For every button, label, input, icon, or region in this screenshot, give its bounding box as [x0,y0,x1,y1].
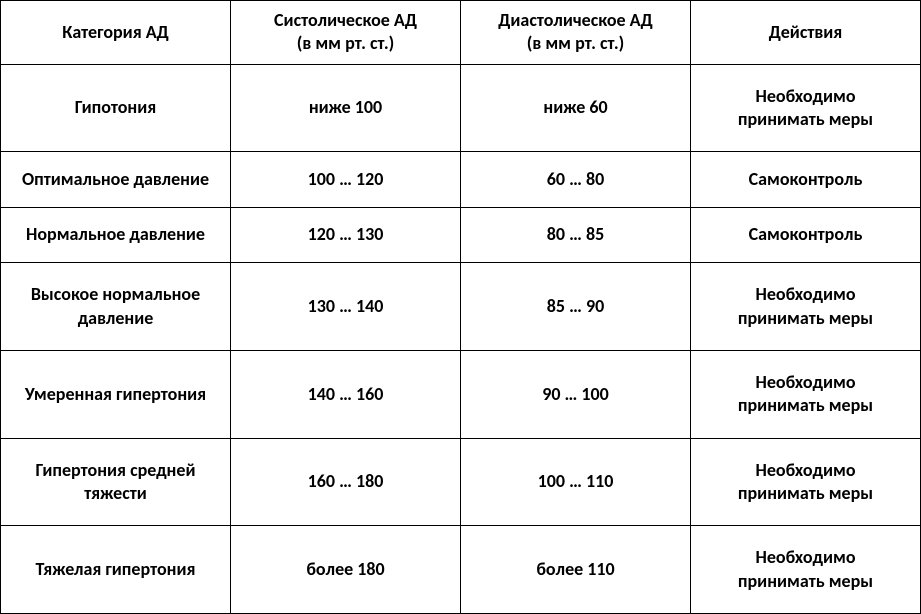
cell-systolic: 120 … 130 [231,207,461,263]
cell-action: Самоконтроль [691,152,921,208]
table-header-row: Категория АД Систолическое АД (в мм рт. … [1,1,921,65]
cell-category: Гипертония средней тяжести [1,438,231,526]
cell-diastolic: 90 … 100 [461,351,691,439]
cell-diastolic: 100 … 110 [461,438,691,526]
col-header-systolic: Систолическое АД (в мм рт. ст.) [231,1,461,65]
cell-action: Необходимо принимать меры [691,438,921,526]
cell-action: Самоконтроль [691,207,921,263]
table-row: Гипертония средней тяжести 160 … 180 100… [1,438,921,526]
table-row: Нормальное давление 120 … 130 80 … 85 Са… [1,207,921,263]
col-header-diastolic: Диастолическое АД (в мм рт. ст.) [461,1,691,65]
cell-systolic: 160 … 180 [231,438,461,526]
cell-systolic: 140 … 160 [231,351,461,439]
cell-action: Необходимо принимать меры [691,526,921,614]
cell-systolic: 130 … 140 [231,263,461,351]
cell-action: Необходимо принимать меры [691,64,921,152]
table-row: Высокое нормальное давление 130 … 140 85… [1,263,921,351]
cell-systolic: ниже 100 [231,64,461,152]
table-row: Гипотония ниже 100 ниже 60 Необходимо пр… [1,64,921,152]
cell-category: Гипотония [1,64,231,152]
cell-diastolic: ниже 60 [461,64,691,152]
cell-action: Необходимо принимать меры [691,263,921,351]
cell-category: Оптимальное давление [1,152,231,208]
cell-systolic: 100 … 120 [231,152,461,208]
table-row: Оптимальное давление 100 … 120 60 … 80 С… [1,152,921,208]
cell-category: Тяжелая гипертония [1,526,231,614]
cell-diastolic: 60 … 80 [461,152,691,208]
table-row: Умеренная гипертония 140 … 160 90 … 100 … [1,351,921,439]
cell-category: Высокое нормальное давление [1,263,231,351]
bp-classification-table: Категория АД Систолическое АД (в мм рт. … [0,0,921,614]
cell-diastolic: 85 … 90 [461,263,691,351]
cell-action: Необходимо принимать меры [691,351,921,439]
cell-category: Нормальное давление [1,207,231,263]
cell-diastolic: более 110 [461,526,691,614]
col-header-action: Действия [691,1,921,65]
cell-category: Умеренная гипертония [1,351,231,439]
cell-systolic: более 180 [231,526,461,614]
table-row: Тяжелая гипертония более 180 более 110 Н… [1,526,921,614]
cell-diastolic: 80 … 85 [461,207,691,263]
col-header-category: Категория АД [1,1,231,65]
